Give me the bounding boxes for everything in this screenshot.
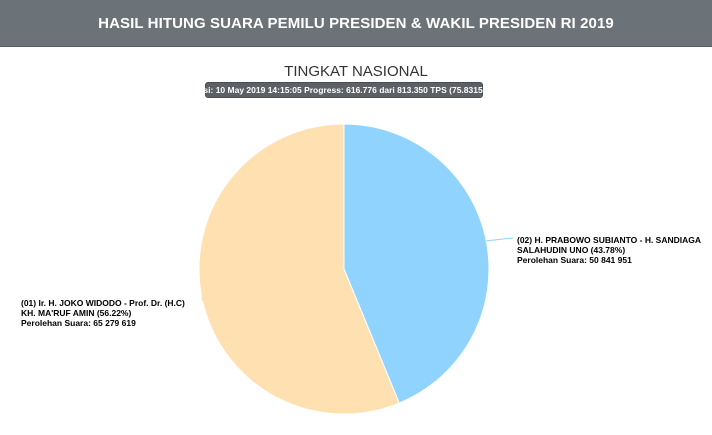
slice-connector-line (201, 297, 204, 302)
slice-label-votes: Perolehan Suara: 65 279 619 (21, 318, 136, 328)
slice-label-line: KH. MA'RUF AMIN (56.22%) (21, 308, 132, 318)
slice-label-prabowo: (02) H. PRABOWO SUBIANTO - H. SANDIAGA S… (517, 235, 702, 265)
page-title: HASIL HITUNG SUARA PEMILU PRESIDEN & WAK… (98, 14, 614, 32)
pie-slice-prabowo[interactable] (343, 123, 490, 404)
slice-label-line: SALAHUDIN UNO (43.78%) (517, 245, 626, 255)
chart-title: TINGKAT NASIONAL (284, 63, 428, 80)
slice-label-line: (02) H. PRABOWO SUBIANTO - H. SANDIAGA (517, 235, 702, 245)
page-header: HASIL HITUNG SUARA PEMILU PRESIDEN & WAK… (0, 0, 712, 47)
pie-slice-jokowi[interactable] (198, 123, 400, 415)
version-badge: Versi: 10 May 2019 14:15:05 Progress: 61… (190, 82, 498, 98)
slice-label-votes: Perolehan Suara: 50 841 951 (517, 255, 632, 265)
slice-connector-line (486, 237, 514, 242)
slice-label-jokowi: (01) Ir. H. JOKO WIDODO - Prof. Dr. (H.C… (21, 298, 201, 328)
slice-label-line: (01) Ir. H. JOKO WIDODO - Prof. Dr. (H.C… (21, 298, 185, 308)
